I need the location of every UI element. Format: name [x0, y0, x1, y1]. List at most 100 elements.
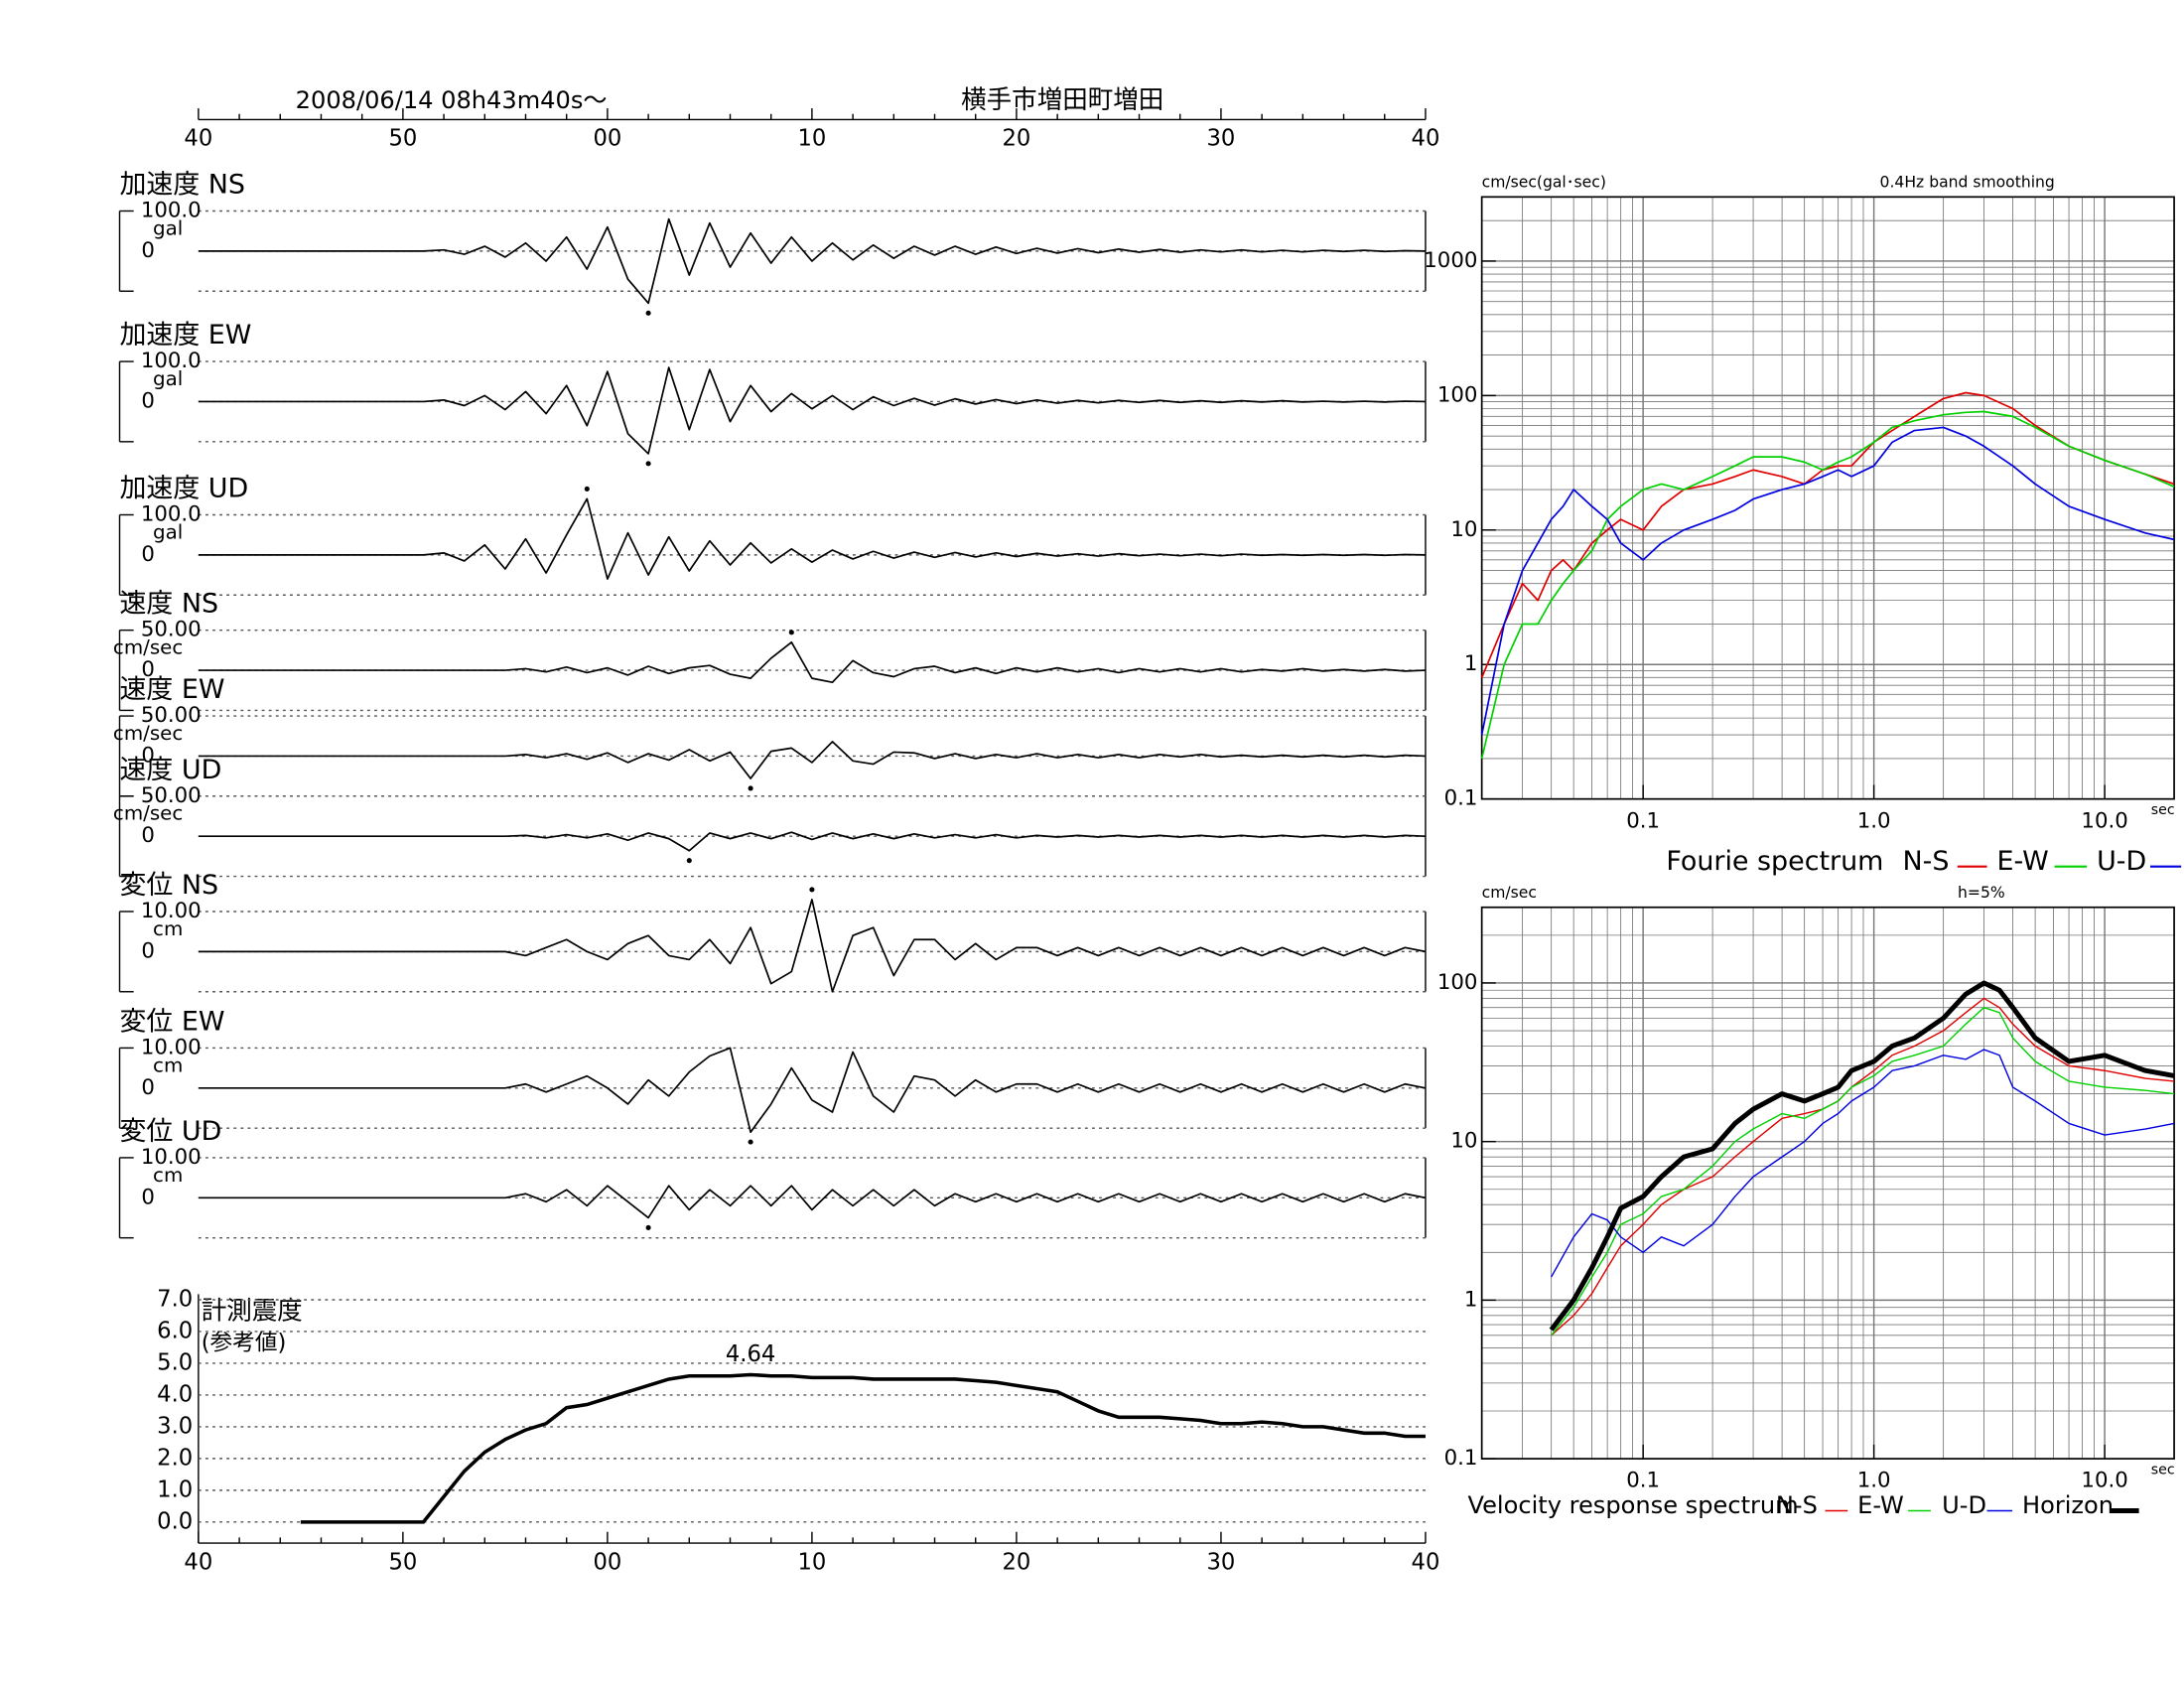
- x-tick-label: 1.0: [1857, 808, 1891, 833]
- y-tick-label: 0: [141, 238, 155, 263]
- chart-title: Velocity response spectrum: [1467, 1491, 1798, 1519]
- y-tick-label: 2.0: [157, 1445, 193, 1471]
- y-tick-label: 10.00: [141, 1145, 202, 1170]
- y-tick-label: 100.0: [141, 502, 202, 527]
- waveform: [198, 1047, 1427, 1134]
- x-tick-label: 30: [1207, 1549, 1236, 1575]
- x-tick-label: 10: [797, 1549, 826, 1575]
- spectrum-line: [1551, 997, 2175, 1336]
- y-tick-label: 1000: [1424, 248, 1477, 273]
- y-tick-label: 1: [1464, 1287, 1478, 1312]
- peak-dot: [686, 858, 692, 864]
- y-tick-label: 0: [141, 743, 155, 768]
- y-tick-label: 50.00: [141, 618, 202, 642]
- x-tick-label: 10.0: [2081, 1469, 2127, 1493]
- spectrum-line: [1480, 391, 2175, 678]
- x-tick-label: 00: [593, 1549, 621, 1575]
- waveform: [198, 831, 1426, 852]
- y-tick-label: 100.0: [141, 349, 202, 373]
- y-tick-label: 0: [141, 542, 155, 567]
- trace-label: 変位 EW: [119, 1006, 224, 1037]
- x-tick-label: 40: [184, 126, 212, 152]
- y-tick-label: 0: [141, 823, 155, 848]
- y-axis-label: cm/sec(gal･sec): [1482, 174, 1606, 192]
- y-tick-label: 1: [1464, 651, 1478, 676]
- intensity-title: 計測震度: [202, 1297, 303, 1327]
- spectrum-line: [1480, 426, 2175, 736]
- x-axis-label: sec: [2151, 1462, 2175, 1477]
- y-tick-label: 7.0: [157, 1287, 193, 1313]
- y-tick-label: 0: [141, 388, 155, 413]
- plot-frame: [1480, 906, 2175, 1460]
- trace-label: 速度 EW: [119, 674, 224, 705]
- x-tick-label: 30: [1207, 126, 1236, 152]
- y-tick-label: 6.0: [157, 1318, 193, 1343]
- y-tick-label: 0.1: [1444, 1446, 1478, 1471]
- trace-label: 変位 UD: [119, 1116, 221, 1147]
- unit-label: gal: [153, 520, 183, 543]
- x-tick-label: 40: [1412, 126, 1440, 152]
- peak-dot: [788, 630, 794, 635]
- plot-frame: [1480, 196, 2175, 800]
- y-tick-label: 0: [141, 657, 155, 682]
- y-tick-label: 0: [141, 1185, 155, 1209]
- trace-label: 加速度 EW: [119, 320, 251, 351]
- unit-label: cm/sec: [113, 722, 183, 745]
- waveform: [198, 217, 1426, 305]
- x-tick-label: 20: [1002, 126, 1030, 152]
- intensity-subtitle: (参考値): [202, 1330, 287, 1355]
- trace-label: 速度 NS: [119, 589, 218, 620]
- unit-label: cm: [153, 1164, 183, 1187]
- y-tick-label: 0.1: [1444, 786, 1478, 811]
- waveform: [198, 899, 1427, 993]
- waveform: [198, 366, 1426, 455]
- y-tick-label: 10.00: [141, 899, 202, 923]
- unit-label: gal: [153, 216, 183, 239]
- trace-label: 変位 NS: [119, 870, 218, 901]
- chart-title: Fourie spectrum: [1666, 846, 1883, 877]
- trace-label: 加速度 NS: [119, 170, 245, 201]
- x-tick-label: 50: [388, 1549, 417, 1575]
- record-time: 2008/06/14 08h43m40s〜: [296, 86, 608, 114]
- legend-label: Horizon: [2022, 1491, 2114, 1519]
- x-axis-label: sec: [2151, 802, 2175, 818]
- y-tick-label: 100: [1437, 382, 1478, 407]
- x-tick-label: 20: [1002, 1549, 1030, 1575]
- x-tick-label: 40: [184, 1549, 212, 1575]
- x-tick-label: 0.1: [1626, 808, 1660, 833]
- legend-label: E-W: [1857, 1491, 1904, 1519]
- unit-label: cm/sec: [113, 636, 183, 659]
- peak-dot: [584, 486, 590, 492]
- spectrum-line: [1551, 1049, 2175, 1278]
- note: 0.4Hz band smoothing: [1880, 174, 2055, 192]
- y-tick-label: 10.00: [141, 1035, 202, 1059]
- trace-label: 速度 UD: [119, 755, 221, 785]
- y-tick-label: 50.00: [141, 783, 202, 808]
- legend-label: N-S: [1902, 846, 1949, 877]
- y-tick-label: 10: [1450, 517, 1477, 542]
- waveform: [198, 1185, 1427, 1219]
- x-tick-label: 40: [1412, 1549, 1440, 1575]
- y-tick-label: 100.0: [141, 199, 202, 223]
- unit-label: gal: [153, 367, 183, 390]
- unit-label: cm: [153, 917, 183, 940]
- y-tick-label: 50.00: [141, 703, 202, 728]
- y-tick-label: 100: [1437, 970, 1478, 995]
- x-tick-label: 00: [593, 126, 621, 152]
- unit-label: cm: [153, 1054, 183, 1076]
- y-tick-label: 1.0: [157, 1477, 193, 1502]
- legend-label: U-D: [2097, 846, 2146, 877]
- waveform: [198, 640, 1426, 684]
- note: h=5%: [1958, 884, 2005, 902]
- peak-dot: [809, 887, 815, 893]
- peak-dot: [748, 1139, 753, 1145]
- y-tick-label: 0.0: [157, 1508, 193, 1534]
- x-tick-label: 50: [388, 126, 417, 152]
- y-tick-label: 10: [1450, 1129, 1477, 1154]
- peak-label: 4.64: [726, 1341, 775, 1367]
- y-axis-label: cm/sec: [1482, 884, 1537, 902]
- y-tick-label: 5.0: [157, 1349, 193, 1375]
- station-name: 横手市増田町増田: [961, 85, 1163, 115]
